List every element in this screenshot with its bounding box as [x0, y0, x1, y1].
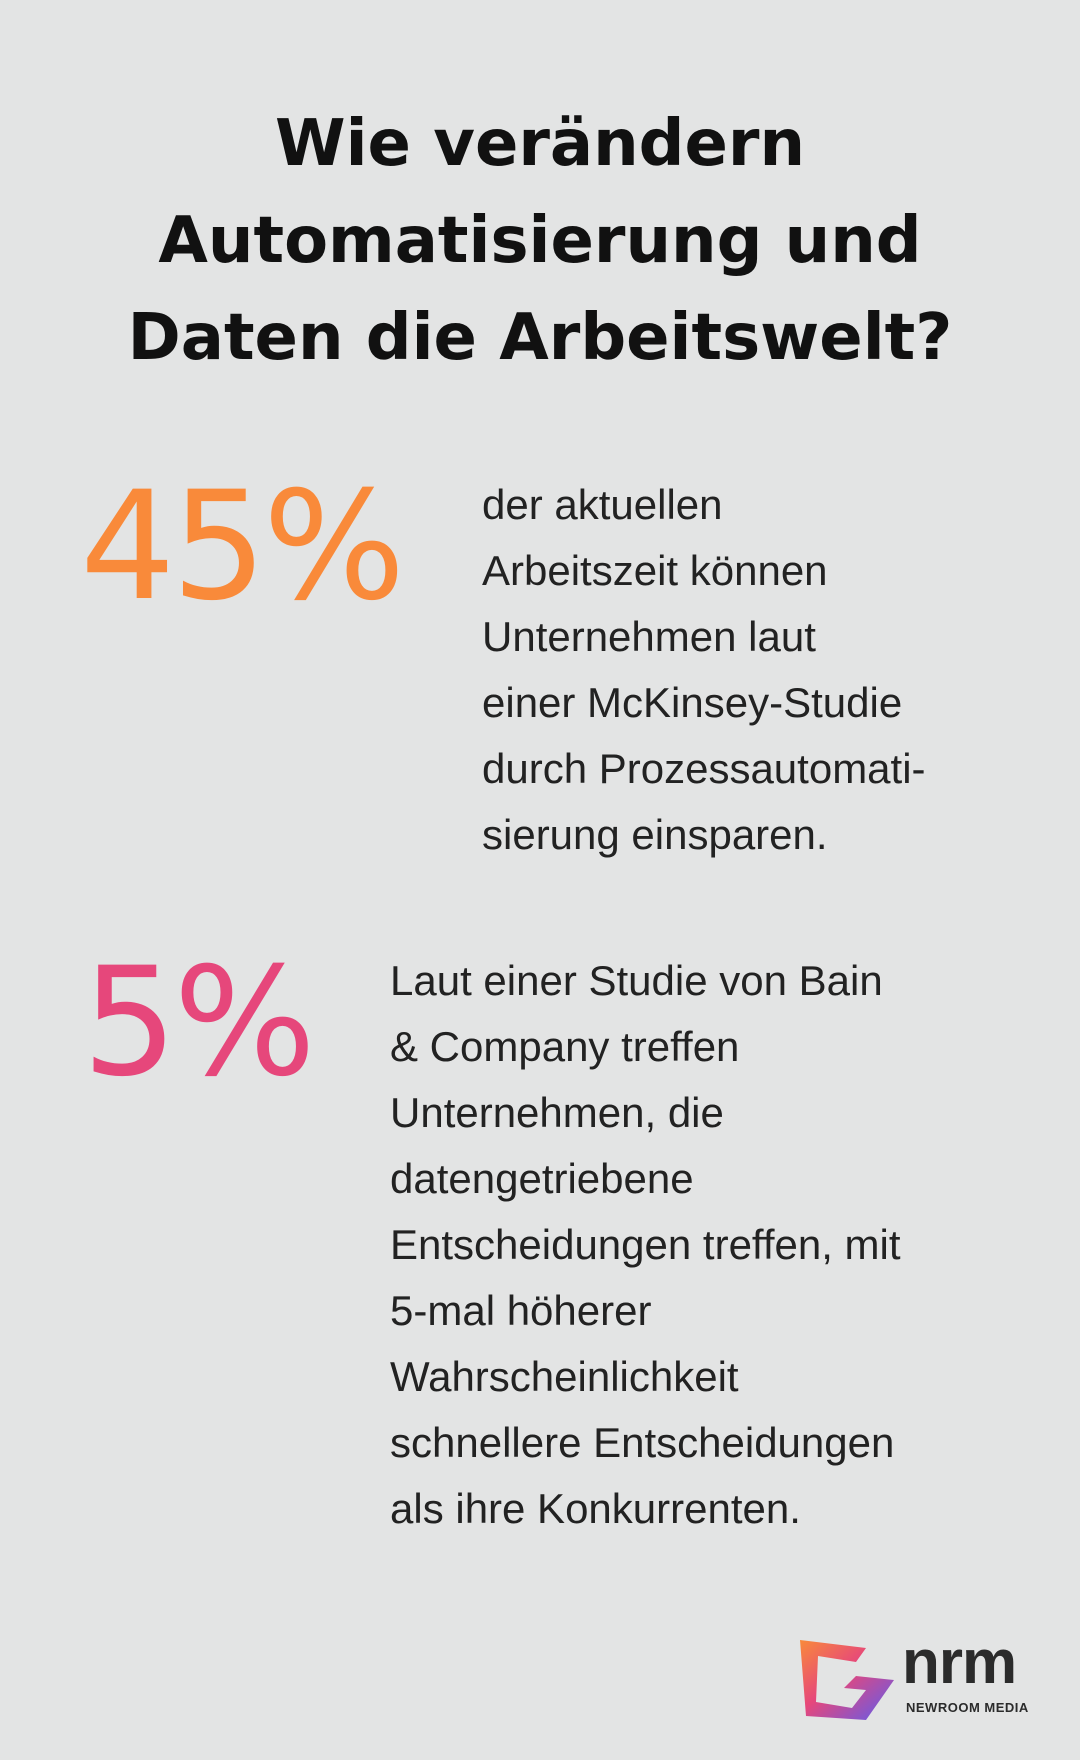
text-line: 5-mal höherer	[390, 1287, 652, 1334]
text-line: Entscheidungen treffen, mit	[390, 1221, 901, 1268]
text-line: Daten die Arbeitswelt?	[127, 301, 953, 375]
logo-name: nrm	[902, 1628, 1017, 1697]
text-line: datengetriebene	[390, 1155, 694, 1202]
text-line: Arbeitszeit können	[482, 547, 828, 594]
text-line: schnellere Entscheidungen	[390, 1419, 895, 1466]
text-line: Wahrscheinlichkeit	[390, 1353, 739, 1400]
text-line: Automatisierung und	[158, 204, 922, 278]
text-line: einer McKinsey-Studie	[482, 679, 903, 726]
stat-description: der aktuellen Arbeitszeit können Unternehm…	[482, 472, 926, 868]
stat-value: 5%	[82, 936, 316, 1110]
text-line: Unternehmen, die	[390, 1089, 724, 1136]
text-line: Unternehmen laut	[482, 613, 816, 660]
title: Wie verändern Automatisierung und Daten di…	[0, 96, 1080, 387]
text-line: sierung einsparen.	[482, 811, 828, 858]
logo-tagline: NEWROOM MEDIA	[906, 1700, 1029, 1715]
stat-description: Laut einer Studie von Bain & Company tref…	[390, 948, 901, 1542]
logo-icon	[800, 1640, 894, 1720]
text-line: durch Prozessautomati-	[482, 745, 926, 792]
text-line: als ihre Konkurrenten.	[390, 1485, 801, 1532]
text-line: Wie verändern	[275, 107, 805, 181]
text-line: der aktuellen	[482, 481, 723, 528]
text-line: Laut einer Studie von Bain	[390, 957, 883, 1004]
stat-value: 45%	[80, 460, 405, 634]
text-line: & Company treffen	[390, 1023, 740, 1070]
